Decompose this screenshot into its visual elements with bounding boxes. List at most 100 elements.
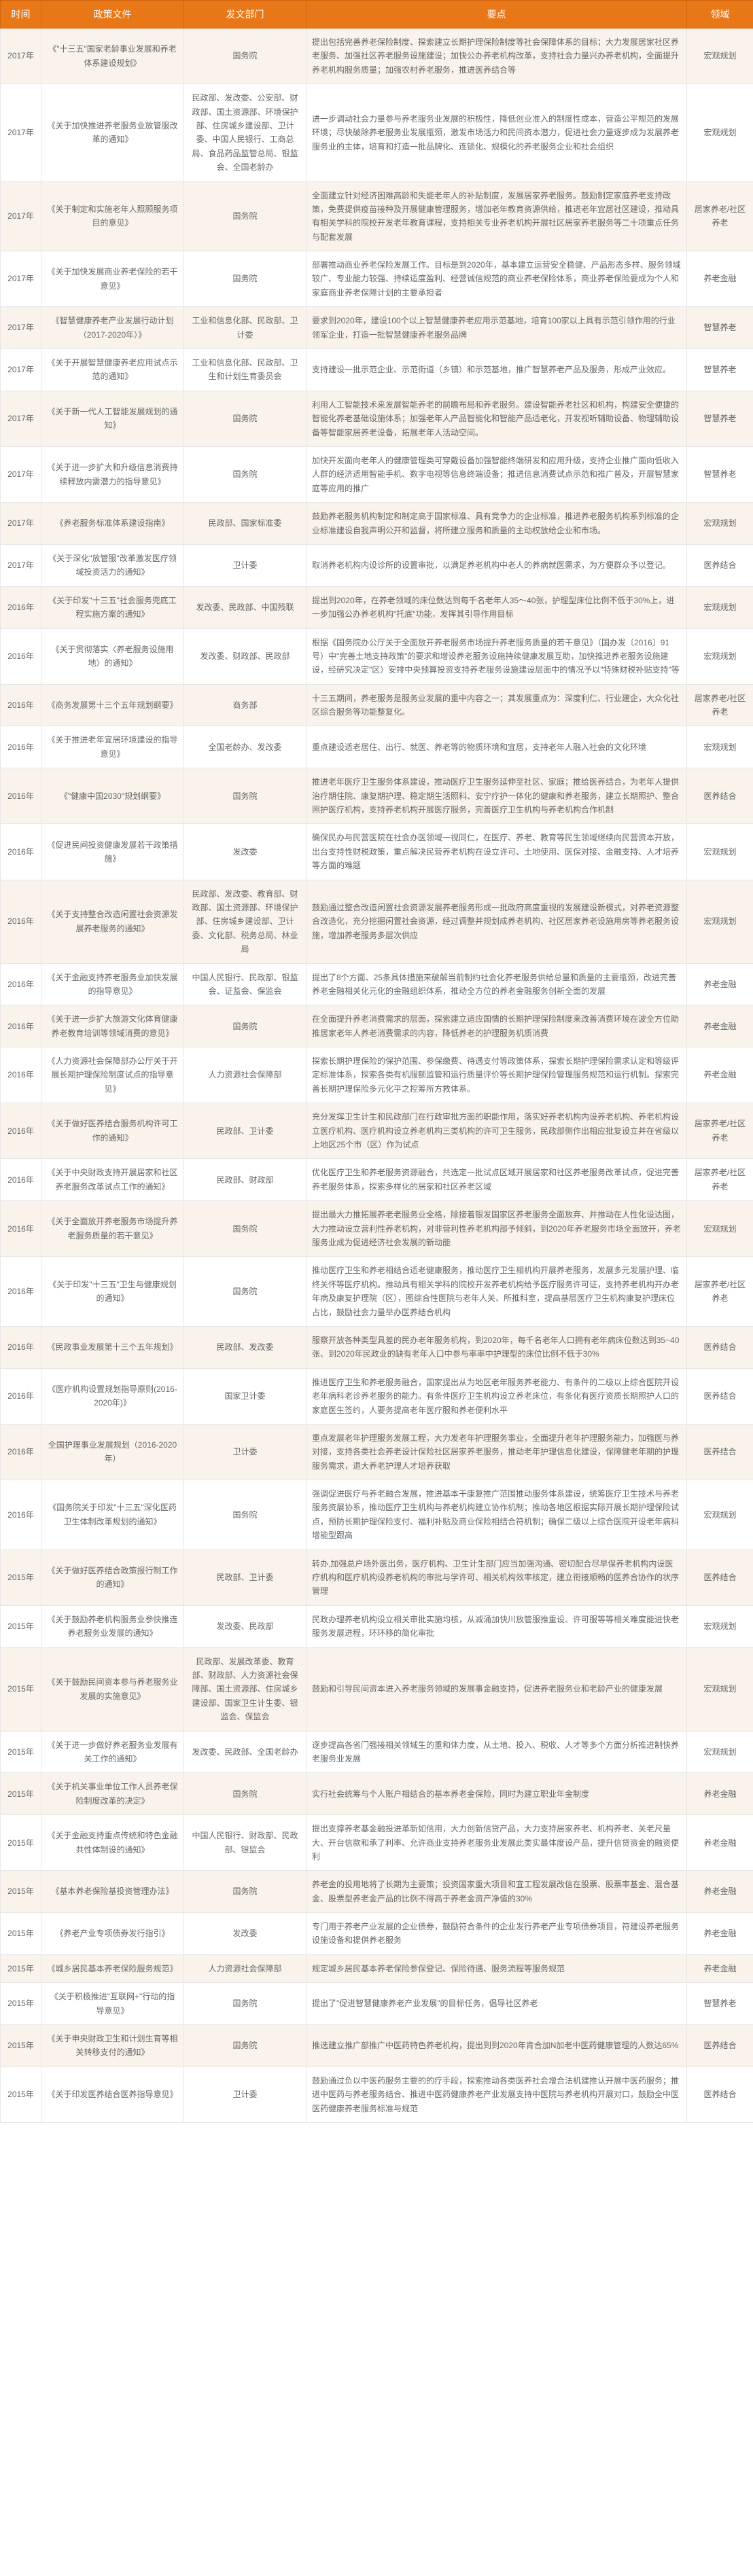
cell: 养老金融 [687,1005,753,1048]
cell: 《医疗机构设置规划指导原则(2016-2020年)》 [41,1368,184,1424]
cell: 要求到2020年，建设100个以上智慧健康养老应用示范基地，培育100家以上具有… [307,307,687,349]
table-row: 2015年《关于鼓励民间资本参与养老服务业发展的实施意见》民政部、发展改革委、教… [1,1647,753,1731]
cell: 发改委、财政部、民政部 [184,628,307,684]
cell: 宏观规划 [687,586,753,628]
cell: 确保民办与民营医院在社会办医领域一视同仁，在医疗、养老、教育等民生领域继续向民营… [307,824,687,880]
cell: 在全面提升养老消费需求的层面，探索建立适应国情的长期护理保险制度来改善消费环境在… [307,1005,687,1048]
cell: 逐步提高各省门强接相关领域生的重和体力度，从土地、投入、税收、人才等多个方面分析… [307,1731,687,1773]
cell: 智慧养老 [687,307,753,349]
cell: 《关于申央财政卫生和计划生育等相关转移支付的通知》 [41,2025,184,2067]
cell: 提出支撑养老基金融投进革新如信用，大力创新信贷产品，大力支持居家养老、机构养老、… [307,1815,687,1871]
cell: 《关于做好医养结合政策报行制工作的通知》 [41,1550,184,1605]
cell: 《人力资源社会保障部办公厅关于开展长期护理保险制度试点的指导意见》 [41,1048,184,1103]
cell: 医养结合 [687,2067,753,2122]
table-row: 2017年《"十三五"国家老龄事业发展和养老体系建设规划》国务院提出包括完善养老… [1,29,753,84]
cell: 医养结合 [687,1550,753,1605]
cell: 2015年 [1,1954,41,1982]
col-doc: 政策文件 [41,1,184,29]
cell: 《关于进一步扩大和升级信息消费持续释放内需潜力的指导意见》 [41,446,184,502]
cell: 提出了8个方面、25条具体措施来破解当前制约社会化养老服务供给总量和质量的主要瓶… [307,963,687,1005]
cell: 2017年 [1,391,41,446]
cell: 国务院 [184,1871,307,1913]
cell: 智慧养老 [687,446,753,502]
cell: 医养结合 [687,1368,753,1424]
policy-table: 时间 政策文件 发文部门 要点 领域 2017年《"十三五"国家老龄事业发展和养… [0,0,753,2123]
cell: 医养结合 [687,1326,753,1368]
table-row: 2016年《关于支持整合改造闲置社会资源发展养老服务的通知》民政部、发改委、教育… [1,880,753,963]
cell: 医养结合 [687,1424,753,1480]
table-row: 2017年《智慧健康养老产业发展行动计划（2017-2020年）》工业和信息化部… [1,307,753,349]
cell: 2017年 [1,307,41,349]
cell: 《养老产业专项债券发行指引》 [41,1913,184,1955]
cell: 2017年 [1,349,41,391]
table-row: 2017年《关于深化"放管服"改革激发医疗领域投资活力的通知》卫计委取消养老机构… [1,544,753,586]
cell: 宏观规划 [687,1201,753,1257]
cell: 《关于支持整合改造闲置社会资源发展养老服务的通知》 [41,880,184,963]
table-row: 2016年《关于中央财政支持开展居家和社区养老服务改革试点工作的通知》民政部、财… [1,1159,753,1201]
header-row: 时间 政策文件 发文部门 要点 领域 [1,1,753,29]
table-row: 2015年《关于鼓励养老机构服务业参快推连养老服务业发展的通知》发改委、民政部民… [1,1605,753,1647]
table-row: 2017年《养老服务标准体系建设指南》民政部、国家标准委鼓励养老服务机构制定和制… [1,503,753,545]
cell: 养老金融 [687,251,753,307]
cell: 全国护理事业发展规划（2016-2020年） [41,1424,184,1480]
cell: 专门用于养老产业发展的企业债券，鼓励符合条件的企业发行养老产业专项债券项目，符建… [307,1913,687,1955]
table-row: 2016年全国护理事业发展规划（2016-2020年）卫计委重点发展老年护理服务… [1,1424,753,1480]
cell: 推进医疗卫生和养老服务融合，国家提出从为地区老年服务养老能力、有条件的二级以上综… [307,1368,687,1424]
table-row: 2016年《民政事业发展第十三个五年规划》民政部、发改委服察开放各种类型具差的民… [1,1326,753,1368]
cell: 鼓励养老服务机构制定和制定高于国家标准、具有竞争力的企业标准，推进养老服务机构系… [307,503,687,545]
cell: 提出最大力推拓展养老老服务业全格，除接着银发国家区养老服务全面放弃、并推动在人性… [307,1201,687,1257]
cell: 《养老服务标准体系建设指南》 [41,503,184,545]
table-row: 2015年《养老产业专项债券发行指引》发改委专门用于养老产业发展的企业债券，鼓励… [1,1913,753,1955]
col-dept: 发文部门 [184,1,307,29]
cell: 智慧养老 [687,391,753,446]
cell: 《关于印发"十三五"卫生与健康规划的通知》 [41,1257,184,1327]
cell: 2017年 [1,84,41,181]
cell: 国务院 [184,1773,307,1815]
cell: 《关于机关事业单位工作人员养老保险制度改革的决定》 [41,1773,184,1815]
table-row: 2015年《关于申央财政卫生和计划生育等相关转移支付的通知》国务院推选建立推广部… [1,2025,753,2067]
cell: 居家养老/社区养老 [687,1103,753,1159]
cell: 2016年 [1,1103,41,1159]
cell: 宏观规划 [687,880,753,963]
cell: 宏观规划 [687,1731,753,1773]
cell: 养老金融 [687,1815,753,1871]
cell: 民政部、发展改革委、教育部、财政部、人力资源社会保障部、国土资源部、住房城乡建设… [184,1647,307,1731]
cell: 鼓励通过负以中医药服务主要的的疗手段，探索推动各类医养社会增合法机建推认开展中医… [307,2067,687,2122]
table-row: 2017年《关于加快发展商业养老保险的若干意见》国务院部署推动商业养老保险发展工… [1,251,753,307]
cell: 提出了"促进智慧健康养老产业发展"的目标任务，倡导社区养老 [307,1983,687,2025]
cell: 重点发展老年护理服务发展工程，大力发老年护理服务事业，全面提升老年护理服务能力，… [307,1424,687,1480]
cell: 2016年 [1,1257,41,1327]
cell: 发改委、民政部、全国老龄办 [184,1731,307,1773]
cell: 民政部、财政部 [184,1159,307,1201]
cell: 全面建立针对经济困难高龄和失能老年人的补贴制度，发展居家养老服务。鼓励制定家庭养… [307,181,687,251]
cell: 充分发挥卫生计生和民政部门在行政审批方面的职能作用，落实好养老机构内设养老机构、… [307,1103,687,1159]
cell: 重点建设适老居住、出行、就医、养老等的物质环境和宜居，支持老年人融入社会的文化环… [307,726,687,768]
cell: 《关于积极推进"互联网+"行动的指导意见》 [41,1983,184,2025]
cell: 养老金融 [687,1048,753,1103]
cell: 宏观规划 [687,1605,753,1647]
cell: 《关于金融支持养老服务业加快发展的指导意见》 [41,963,184,1005]
cell: 《关于加快推进养老服务业放管服改革的通知》 [41,84,184,181]
table-row: 2015年《关于做好医养结合政策报行制工作的通知》民政部、卫计委转办,加强总户场… [1,1550,753,1605]
cell: 国务院 [184,1480,307,1550]
cell: 《"十三五"国家老龄事业发展和养老体系建设规划》 [41,29,184,84]
cell: 宏观规划 [687,824,753,880]
cell: 2016年 [1,628,41,684]
cell: 2016年 [1,824,41,880]
table-row: 2015年《基本养老保险基投资管理办法》国务院养老金的投用地将了长期为主要策；投… [1,1871,753,1913]
table-row: 2016年《商务发展第十三个五年规划纲要》商务部十三五期间，养老服务是服务业发展… [1,684,753,726]
cell: 《关于做好医养结合服务机构许可工作的通知》 [41,1103,184,1159]
table-row: 2015年《城乡居民基本养老保险服务规范》人力资源社会保障部规定城乡居民基本养老… [1,1954,753,1982]
cell: 利用人工智能技术来发展智能养老的前瞻布局和养老服务。建设智能养老社区和机构，构建… [307,391,687,446]
cell: 国务院 [184,1983,307,2025]
table-row: 2015年《关于进一步做好养老服务业发展有关工作的通知》发改委、民政部、全国老龄… [1,1731,753,1773]
cell: 养老金融 [687,1773,753,1815]
cell: 根据《国务院办公厅关于全面放开养老服务市场提升养老服务质量的若干意见》（国办发〔… [307,628,687,684]
cell: 2015年 [1,1605,41,1647]
cell: 2016年 [1,1159,41,1201]
cell: 《关于全面放开养老服务市场提升养老服务质量的若干意见》 [41,1201,184,1257]
cell: 国务院 [184,1005,307,1048]
cell: 2015年 [1,1815,41,1871]
cell: 支持建设一批示范企业、示范街道（乡镇）和示范基地，推广智慧养老产品及服务，形成产… [307,349,687,391]
cell: 《关于开展智慧健康养老应用试点示范的通知》 [41,349,184,391]
